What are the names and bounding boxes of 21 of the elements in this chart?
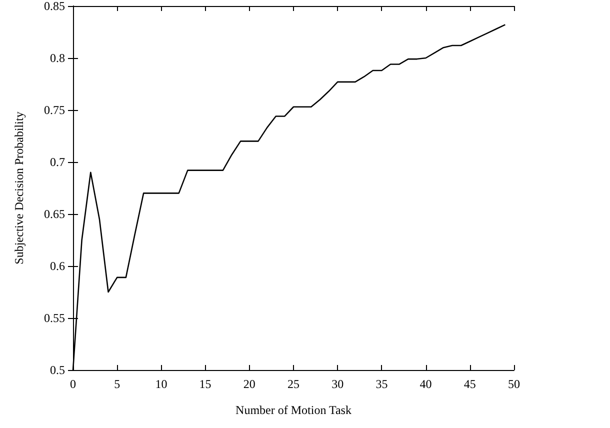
x-tick-label: 15 <box>199 377 212 391</box>
x-tick-label: 25 <box>288 377 300 391</box>
y-tick-label: 0.85 <box>44 0 65 13</box>
x-tick-label: 0 <box>70 377 76 391</box>
y-tick-label: 0.5 <box>50 363 65 377</box>
x-tick-label: 10 <box>155 377 168 391</box>
x-tick-label: 20 <box>243 377 256 391</box>
y-tick-label: 0.55 <box>44 311 65 325</box>
y-tick-label: 0.8 <box>50 51 65 65</box>
x-tick-label: 35 <box>376 377 388 391</box>
y-tick-label: 0.7 <box>50 155 65 169</box>
x-tick-label: 40 <box>420 377 432 391</box>
x-tick-label: 30 <box>332 377 344 391</box>
x-tick-label: 45 <box>464 377 476 391</box>
x-axis-title: Number of Motion Task <box>236 403 352 417</box>
x-tick-label: 5 <box>114 377 120 391</box>
y-tick-label: 0.75 <box>44 103 65 117</box>
x-tick-label: 50 <box>508 377 520 391</box>
y-tick-label: 0.65 <box>44 207 65 221</box>
y-tick-label: 0.6 <box>50 259 65 273</box>
y-axis-title: Subjective Decision Probability <box>12 112 26 264</box>
